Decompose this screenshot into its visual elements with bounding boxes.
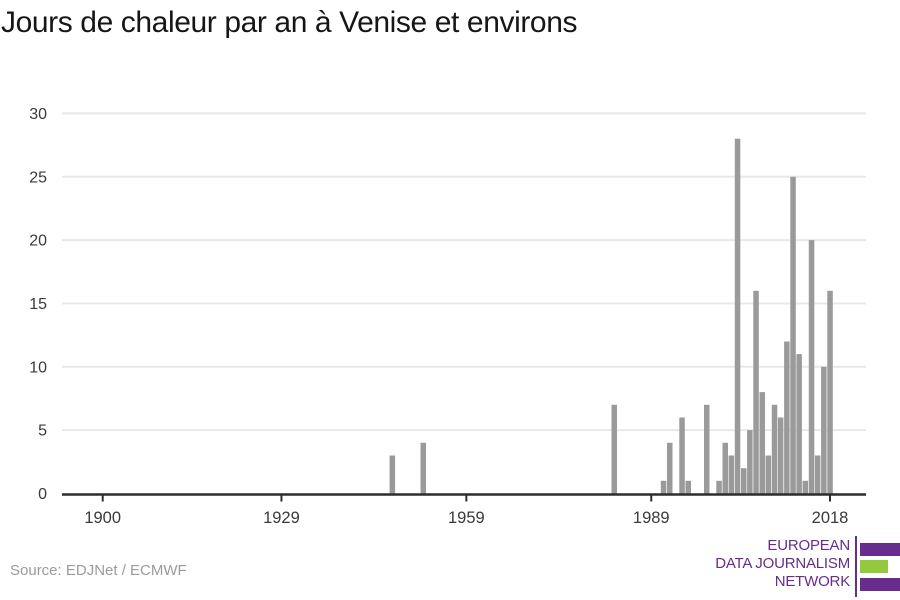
- bar-2000[interactable]: [716, 480, 722, 494]
- logo-bars: [860, 536, 900, 597]
- bar-2018[interactable]: [827, 290, 833, 494]
- bar-2007[interactable]: [759, 392, 766, 494]
- logo-bar-bottom: [860, 577, 900, 591]
- bar-1995[interactable]: [685, 480, 692, 494]
- x-tick-label-1959: 1959: [448, 509, 485, 527]
- y-tick-label-30: 30: [29, 106, 47, 123]
- logo-bar-top: [860, 542, 900, 556]
- x-tick-label-1900: 1900: [84, 509, 121, 527]
- bar-2012[interactable]: [790, 176, 796, 494]
- bar-2001[interactable]: [722, 442, 729, 494]
- edjnet-logo: EUROPEAN DATA JOURNALISM NETWORK: [715, 536, 900, 597]
- bar-1994[interactable]: [679, 417, 685, 494]
- bar-2016[interactable]: [814, 455, 821, 494]
- x-tick-label-1929: 1929: [263, 509, 300, 527]
- y-tick-label-20: 20: [29, 233, 47, 250]
- bar-2009[interactable]: [771, 404, 778, 494]
- chart-title: Jours de chaleur par an à Venise et envi…: [1, 6, 578, 39]
- bar-2005[interactable]: [747, 430, 753, 494]
- bar-1998[interactable]: [704, 404, 710, 494]
- x-tick-label-2018: 2018: [812, 509, 849, 527]
- bar-2008[interactable]: [765, 455, 772, 494]
- y-tick-label-0: 0: [38, 486, 47, 503]
- bar-1992[interactable]: [667, 442, 673, 494]
- logo-line-data-journalism: DATA JOURNALISM: [715, 555, 850, 572]
- y-tick-label-5: 5: [38, 423, 47, 440]
- logo-line-network: NETWORK: [774, 573, 850, 590]
- bar-2002[interactable]: [728, 455, 735, 494]
- bar-2003[interactable]: [734, 138, 741, 494]
- source-note: Source: EDJNet / ECMWF: [10, 562, 187, 579]
- bar-2017[interactable]: [821, 366, 827, 494]
- bar-2013[interactable]: [796, 354, 802, 494]
- bar-2010[interactable]: [777, 417, 784, 494]
- edjnet-logo-text: EUROPEAN DATA JOURNALISM NETWORK: [715, 536, 850, 597]
- bar-2014[interactable]: [802, 480, 809, 494]
- bar-2006[interactable]: [753, 290, 759, 494]
- logo-divider: [855, 536, 857, 597]
- bar-1983[interactable]: [611, 404, 618, 494]
- bar-1991[interactable]: [660, 480, 667, 494]
- bar-2004[interactable]: [741, 468, 747, 494]
- bar-1947[interactable]: [389, 455, 396, 494]
- logo-line-european: EUROPEAN: [767, 537, 850, 554]
- x-tick-label-1989: 1989: [633, 509, 670, 527]
- bar-2015[interactable]: [808, 240, 815, 494]
- logo-bar-middle: [860, 560, 888, 573]
- bar-2011[interactable]: [784, 341, 790, 494]
- y-tick-label-15: 15: [29, 296, 47, 313]
- bar-1952[interactable]: [420, 442, 427, 494]
- y-tick-label-10: 10: [29, 359, 47, 376]
- y-tick-label-25: 25: [29, 169, 47, 186]
